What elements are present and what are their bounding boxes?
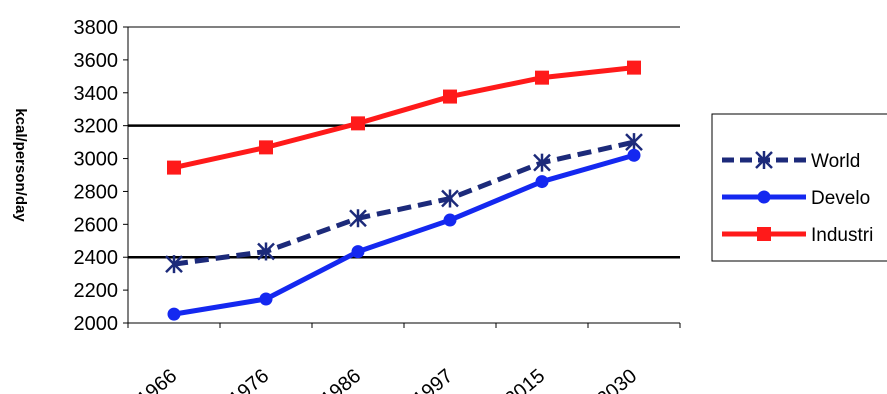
y-tick-label-3800: 3800 (74, 17, 119, 39)
x-tick-label-1976: 1976 (225, 365, 273, 394)
y-tick-label-2800: 2800 (74, 181, 119, 203)
series-line-world (173, 139, 635, 267)
legend-label: Industri (811, 225, 873, 246)
point-develo-2030 (627, 148, 641, 162)
point-industri-2030 (627, 60, 641, 75)
series-world (165, 133, 643, 274)
y-tick-label-3400: 3400 (74, 83, 119, 105)
point-world-1976 (257, 242, 275, 261)
y-tick-label-2600: 2600 (74, 214, 119, 236)
point-industri-1997 (443, 89, 457, 104)
legend-label: Develo (811, 188, 870, 209)
point-industri-1976 (259, 140, 273, 155)
legend-item-world: World (722, 151, 860, 172)
series-industri (167, 60, 641, 175)
y-tick-label-3000: 3000 (74, 149, 119, 171)
x-tick-label-1966: 1966 (133, 365, 181, 394)
point-develo-1997 (443, 213, 457, 227)
x-tick-label-1997: 1997 (409, 365, 457, 394)
y-tick-label-2200: 2200 (74, 280, 119, 302)
point-develo-2015 (535, 175, 549, 189)
legend-items: World Develo Industri (722, 151, 873, 246)
legend: World Develo Industri (711, 113, 887, 262)
y-tick-label-3600: 3600 (74, 50, 119, 72)
point-world-1997 (441, 189, 459, 208)
point-develo-1986 (351, 245, 365, 259)
point-industri-1966 (167, 160, 181, 175)
y-tick-label-2000: 2000 (74, 313, 119, 335)
gridlines (128, 26, 680, 259)
y-tick-label-2400: 2400 (74, 247, 119, 269)
y-tick-label-3200: 3200 (74, 116, 119, 138)
point-industri-1986 (351, 116, 365, 131)
point-world-1986 (349, 209, 367, 228)
y-axis-label: kcal/person/day (12, 108, 29, 222)
legend-swatch-marker (757, 227, 771, 241)
x-tick-label-2030: 2030 (593, 365, 641, 394)
legend-label: World (811, 151, 860, 172)
point-world-1966 (165, 255, 183, 274)
series-develo (167, 148, 641, 321)
point-world-2015 (533, 153, 551, 172)
series-line-industri (173, 65, 635, 171)
y-axis-ticks: 2000 2200 2400 2600 2800 3000 3200 3400 3600 3800 (74, 17, 128, 335)
series-line-develo (173, 152, 635, 317)
x-axis-ticks: 1966 1976 1986 1997 2015 2030 (127, 323, 681, 394)
point-world-2030 (625, 133, 643, 152)
point-develo-1966 (167, 307, 181, 321)
x-tick-label-1986: 1986 (317, 365, 365, 394)
point-industri-2015 (535, 70, 549, 85)
x-tick-label-2015: 2015 (501, 365, 549, 394)
legend-swatch-marker (757, 190, 771, 204)
legend-item-industri: Industri (722, 225, 873, 246)
legend-item-develo: Develo (722, 188, 870, 209)
legend-swatch-marker (755, 151, 773, 169)
series-layer (165, 60, 643, 321)
point-develo-1976 (259, 292, 273, 306)
